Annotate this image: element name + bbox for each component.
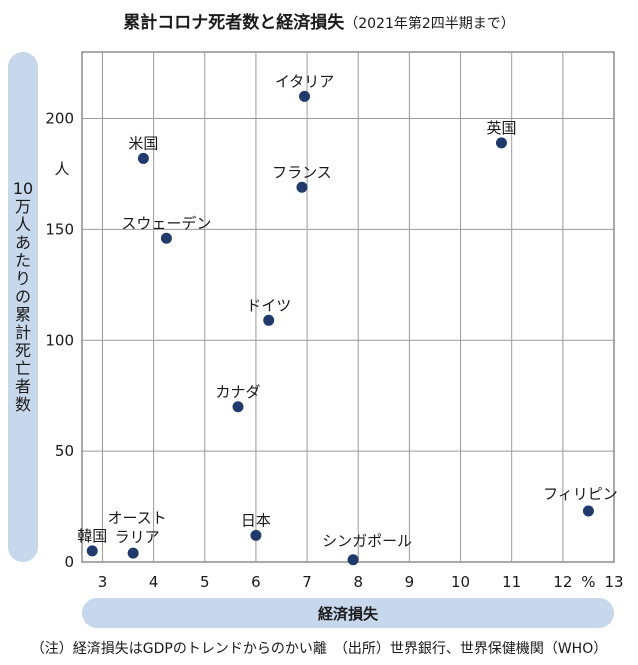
- point-label: 韓国: [77, 527, 107, 545]
- data-point: [347, 554, 359, 566]
- chart-title: 累計コロナ死者数と経済損失（2021年第2四半期まで）: [0, 8, 638, 33]
- x-tick-label: 8: [353, 573, 363, 591]
- x-tick-label: 5: [200, 573, 210, 591]
- data-point: [263, 314, 275, 326]
- point-label: フィリピン: [543, 485, 618, 503]
- x-tick-label: 6: [251, 573, 261, 591]
- data-point: [137, 152, 149, 164]
- x-tick-label: 10: [451, 573, 470, 591]
- data-point: [127, 547, 139, 559]
- source-note: （注）経済損失はGDPのトレンドからのかい離 （出所）世界銀行、世界保健機関（W…: [30, 641, 608, 657]
- data-point: [232, 401, 244, 413]
- chart-title-sub: （2021年第2四半期まで）: [344, 16, 515, 32]
- data-point: [250, 529, 262, 541]
- x-tick-label: 4: [149, 573, 159, 591]
- point-label: ドイツ: [246, 296, 291, 314]
- point-label: 英国: [486, 119, 516, 137]
- point-label: 米国: [128, 134, 158, 152]
- x-tick-label: 13: [604, 573, 623, 591]
- y-unit-label: 人: [54, 160, 69, 178]
- x-unit-label: %: [581, 573, 595, 591]
- data-point: [582, 505, 594, 517]
- plot-frame: [81, 51, 615, 563]
- y-tick-label: 50: [55, 442, 74, 460]
- point-label: スウェーデン: [121, 214, 211, 232]
- point-label: 日本: [241, 511, 271, 529]
- x-tick-label: 3: [98, 573, 108, 591]
- y-tick-label: 150: [45, 220, 74, 238]
- x-tick-label: 12: [553, 573, 572, 591]
- point-label: フランス: [272, 163, 332, 181]
- y-tick-label: 100: [45, 331, 74, 349]
- data-point: [160, 232, 172, 244]
- point-label: カナダ: [216, 383, 261, 401]
- data-point: [299, 90, 311, 102]
- chart-title-main: 累計コロナ死者数と経済損失: [123, 13, 345, 33]
- point-label: シンガポール: [322, 532, 412, 550]
- y-tick-label: 200: [45, 110, 74, 128]
- x-axis-label-band: [82, 598, 614, 628]
- data-point: [296, 181, 308, 193]
- point-label: イタリア: [275, 72, 334, 90]
- data-point: [495, 137, 507, 149]
- x-tick-label: 11: [502, 573, 521, 591]
- y-tick-label: 0: [64, 553, 74, 571]
- point-label: オーストラリア: [108, 509, 167, 546]
- x-tick-label: 9: [405, 573, 415, 591]
- data-point: [86, 545, 98, 557]
- x-axis-label: 経済損失: [317, 605, 378, 623]
- x-tick-label: 7: [302, 573, 312, 591]
- y-axis-label: 10万人あたりの累計死亡者数: [12, 179, 34, 414]
- y-axis-label-band: [8, 52, 38, 562]
